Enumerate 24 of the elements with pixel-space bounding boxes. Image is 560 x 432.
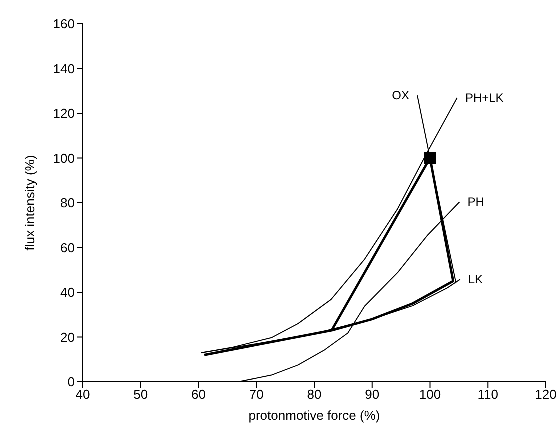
x-tick-label: 100 [419, 387, 442, 402]
series-label: PH+LK [465, 90, 504, 105]
y-tick-label: 20 [60, 330, 75, 345]
x-axis-title: protonmotive force (%) [248, 408, 380, 423]
series-label: OX [392, 88, 410, 103]
y-axis-title: flux intensity (%) [22, 155, 38, 251]
series-label: PH [468, 195, 484, 210]
x-tick-label: 50 [134, 387, 148, 402]
x-tick-label: 110 [478, 387, 498, 402]
y-tick-label: 60 [60, 240, 75, 256]
y-tick-label: 100 [53, 150, 75, 166]
y-tick-label: 0 [68, 374, 75, 390]
x-tick-label: 120 [535, 387, 557, 402]
x-tick-label: 80 [307, 387, 322, 402]
y-tick-label: 160 [53, 16, 75, 32]
y-tick-label: 40 [60, 285, 75, 300]
y-tick-label: 120 [53, 106, 75, 122]
x-tick-label: 40 [76, 387, 90, 402]
y-tick-label: 80 [60, 196, 75, 211]
y-tick-label: 140 [53, 61, 75, 76]
series-label: LK [468, 272, 484, 287]
x-tick-label: 60 [192, 387, 206, 402]
x-tick-label: 70 [249, 387, 264, 402]
x-tick-label: 90 [365, 387, 380, 402]
